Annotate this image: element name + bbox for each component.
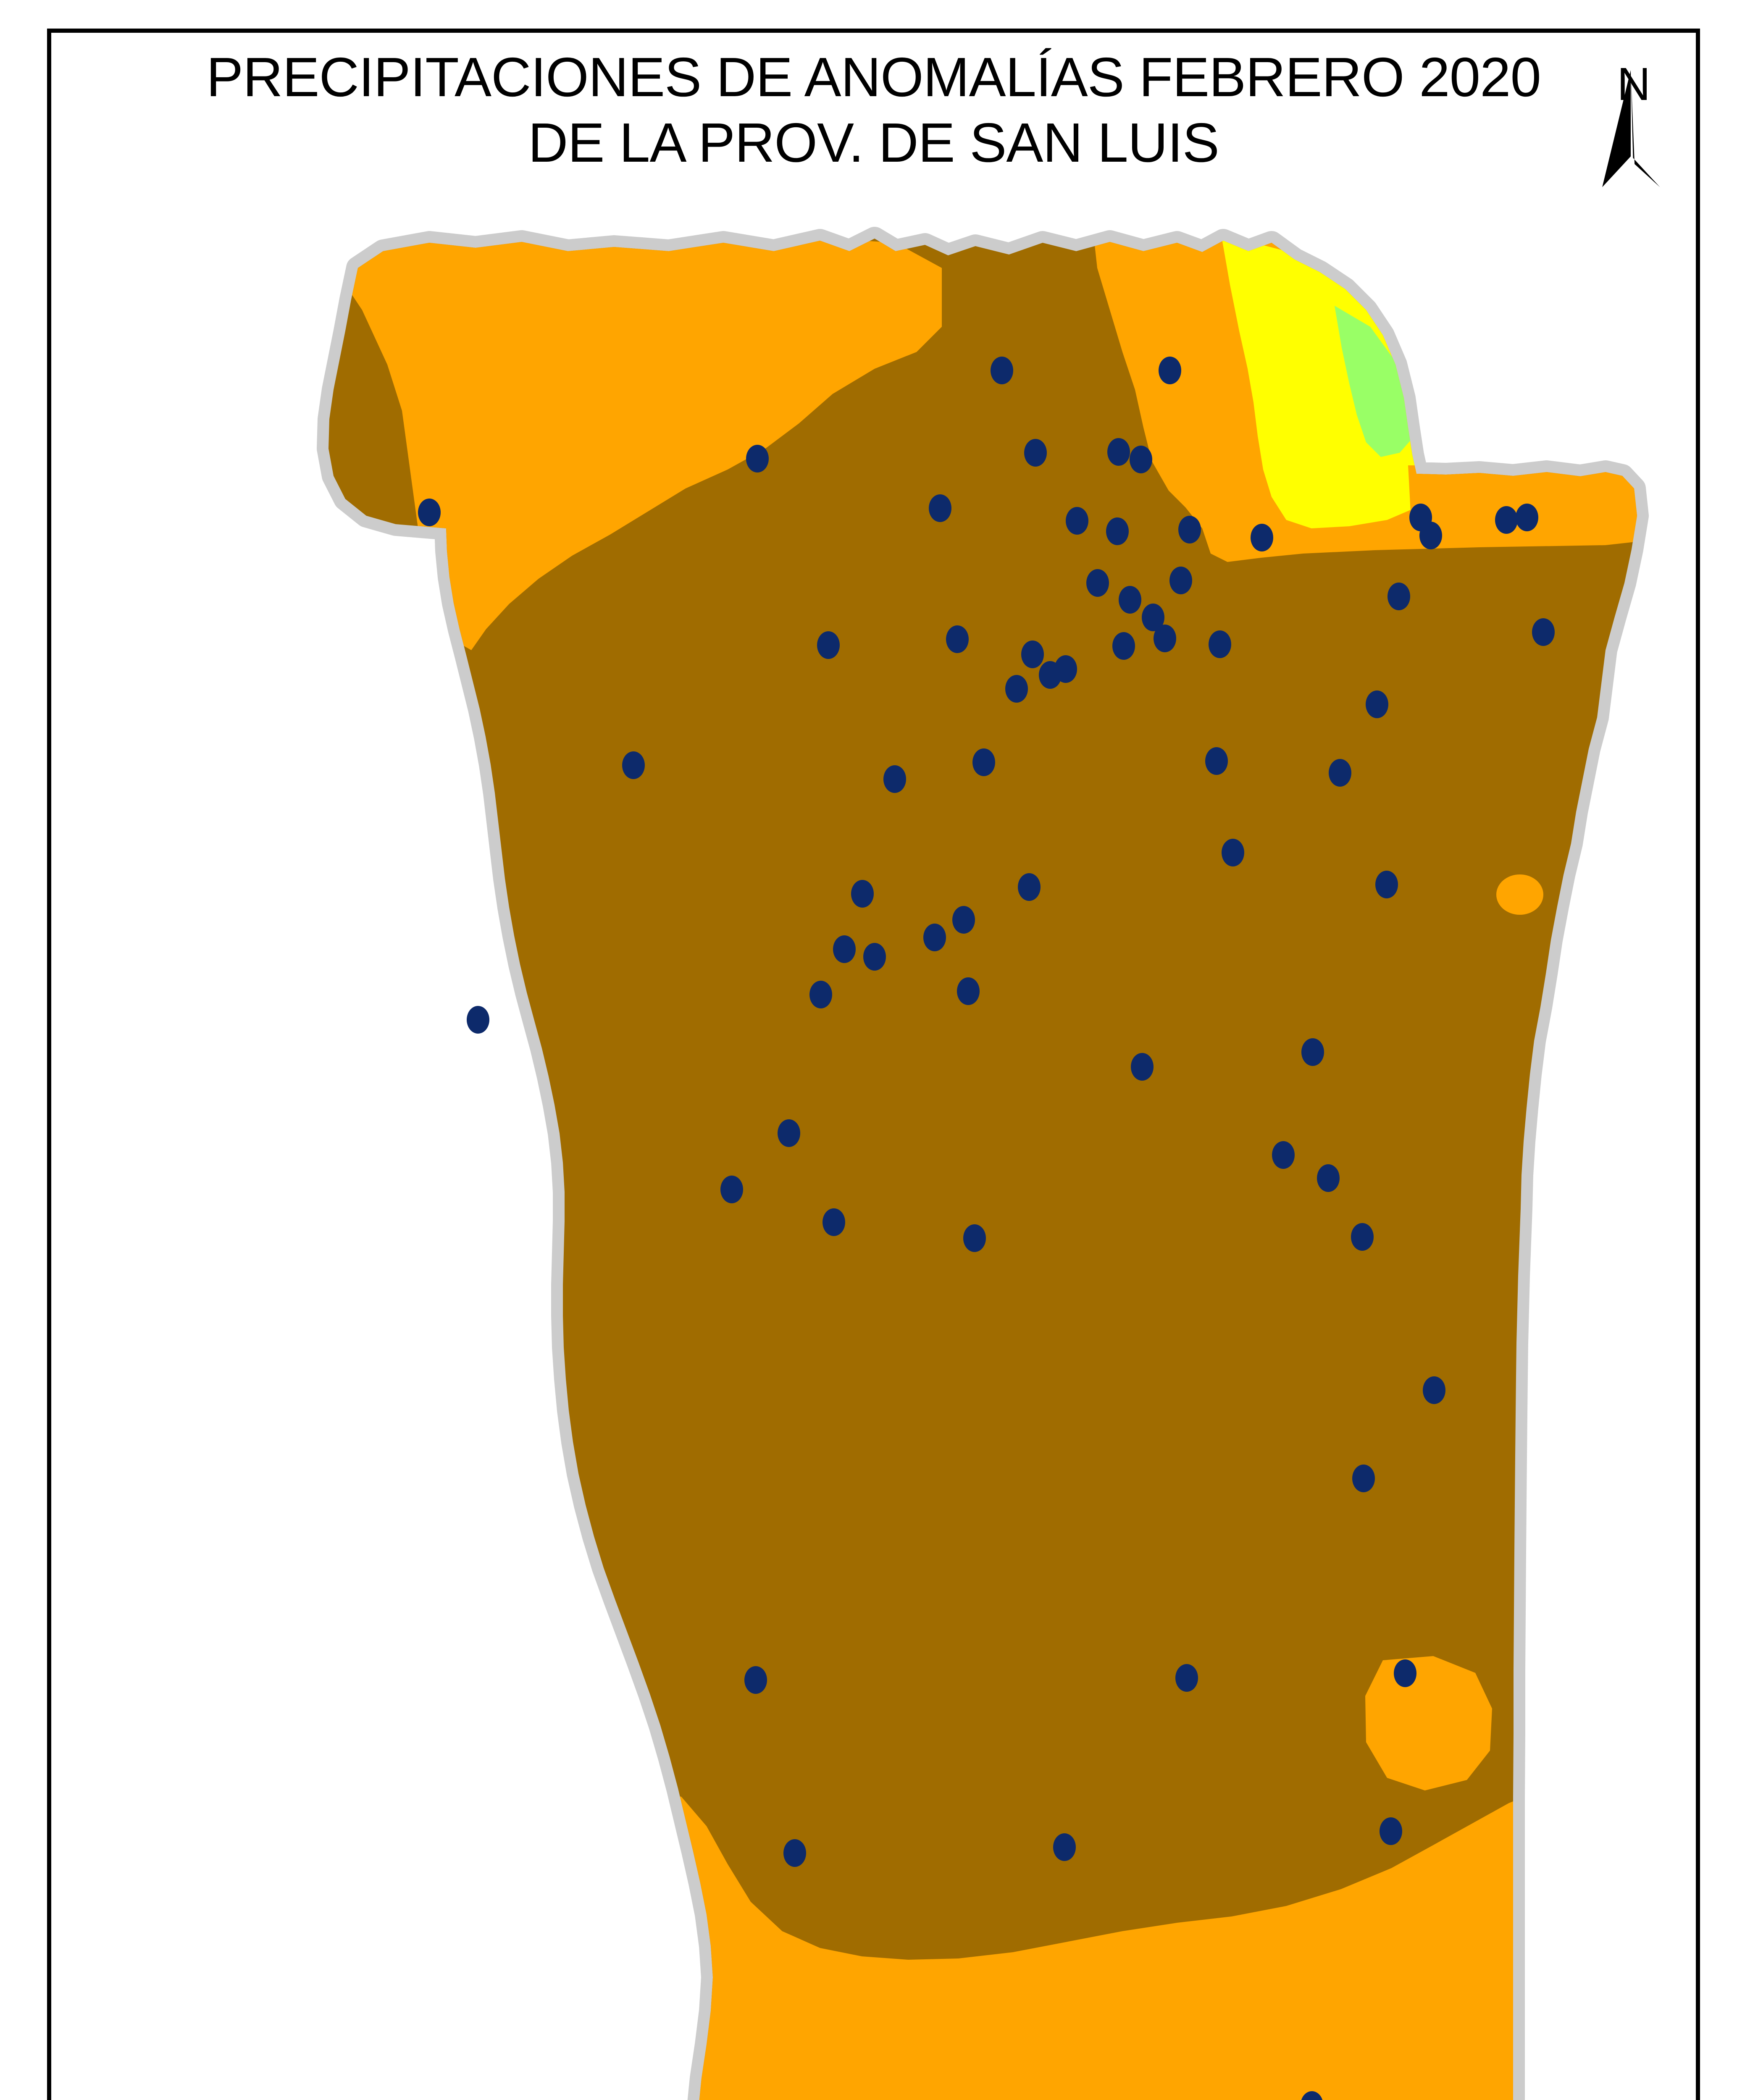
weather-station-point bbox=[1352, 1465, 1375, 1492]
weather-station-point bbox=[1272, 1141, 1295, 1169]
weather-station-point bbox=[929, 494, 951, 522]
weather-station-point bbox=[972, 748, 995, 776]
weather-station-point bbox=[1054, 655, 1077, 683]
weather-station-point bbox=[1222, 839, 1244, 866]
weather-station-point bbox=[1106, 517, 1129, 545]
weather-station-point bbox=[467, 1006, 489, 1034]
weather-station-point bbox=[1532, 618, 1555, 646]
weather-station-point bbox=[1380, 1817, 1402, 1845]
weather-station-point bbox=[1209, 630, 1231, 658]
weather-station-point bbox=[1301, 1038, 1324, 1066]
map-canvas bbox=[51, 33, 1696, 2100]
weather-station-point bbox=[622, 751, 645, 779]
weather-station-point bbox=[817, 631, 840, 659]
class-area-east-rim-minus30-minus10 bbox=[1408, 465, 1637, 543]
weather-station-point bbox=[1419, 522, 1442, 549]
class-area-south-minus30-minus10 bbox=[652, 1788, 1534, 2100]
weather-station-point bbox=[1159, 357, 1181, 384]
weather-station-point bbox=[1301, 2091, 1323, 2100]
weather-station-point bbox=[851, 880, 874, 908]
weather-station-point bbox=[991, 357, 1013, 384]
weather-station-point bbox=[1516, 504, 1538, 531]
weather-station-point bbox=[1119, 586, 1141, 614]
weather-station-point bbox=[1495, 506, 1518, 534]
map-figure: PRECIPITACIONES DE ANOMALÍAS FEBRERO 202… bbox=[47, 29, 1700, 2100]
weather-station-point bbox=[1169, 567, 1192, 594]
weather-station-point bbox=[1018, 873, 1041, 901]
weather-station-point bbox=[823, 1208, 845, 1236]
class-area-nw-minus30-minus10 bbox=[328, 239, 942, 650]
weather-station-point bbox=[1021, 640, 1044, 668]
class-area-ne-10-20 bbox=[1335, 306, 1414, 457]
weather-station-point bbox=[1251, 524, 1273, 551]
weather-station-point bbox=[744, 1666, 767, 1694]
weather-station-point bbox=[1086, 569, 1109, 597]
weather-station-point bbox=[1066, 507, 1088, 535]
weather-station-point bbox=[946, 625, 969, 653]
weather-station-point bbox=[778, 1119, 800, 1147]
weather-station-point bbox=[833, 935, 856, 963]
weather-station-point bbox=[1130, 446, 1152, 473]
weather-station-point bbox=[1178, 516, 1201, 543]
weather-station-point bbox=[1423, 1376, 1445, 1404]
weather-station-point bbox=[1366, 690, 1388, 718]
weather-station-point bbox=[1329, 759, 1351, 787]
weather-station-point bbox=[1112, 632, 1135, 660]
class-area-se-blob-minus30-minus10 bbox=[1365, 1656, 1492, 1790]
class-area-ne-minus10-10 bbox=[1221, 239, 1417, 528]
weather-station-point bbox=[1317, 1164, 1340, 1192]
weather-station-point bbox=[1154, 625, 1176, 652]
class-area-east-patch-minus30-minus10 bbox=[1496, 874, 1543, 915]
north-label: N bbox=[1617, 58, 1650, 110]
weather-station-point bbox=[1142, 604, 1164, 631]
weather-station-point bbox=[1131, 1053, 1154, 1081]
weather-station-point bbox=[952, 906, 975, 934]
weather-station-point bbox=[957, 977, 980, 1005]
weather-station-point bbox=[1024, 439, 1047, 467]
weather-station-point bbox=[1005, 675, 1028, 703]
weather-station-point bbox=[1387, 583, 1410, 610]
weather-station-point bbox=[783, 1839, 806, 1867]
weather-station-point bbox=[809, 981, 832, 1008]
weather-station-point bbox=[1375, 871, 1398, 898]
weather-station-point bbox=[963, 1224, 986, 1252]
weather-station-point bbox=[1351, 1223, 1374, 1251]
weather-station-point bbox=[1053, 1833, 1076, 1861]
weather-station-point bbox=[1175, 1664, 1198, 1692]
weather-station-points bbox=[418, 357, 1555, 2100]
precipitation-classes bbox=[328, 239, 1637, 2100]
weather-station-point bbox=[720, 1176, 743, 1203]
weather-station-point bbox=[883, 765, 906, 793]
weather-station-point bbox=[1205, 747, 1228, 775]
weather-station-point bbox=[746, 445, 769, 472]
weather-station-point bbox=[1107, 438, 1130, 466]
weather-station-point bbox=[1394, 1659, 1416, 1687]
north-arrow-icon bbox=[1602, 70, 1660, 187]
weather-station-point bbox=[863, 943, 886, 971]
weather-station-point bbox=[418, 499, 441, 526]
weather-station-point bbox=[923, 924, 946, 951]
